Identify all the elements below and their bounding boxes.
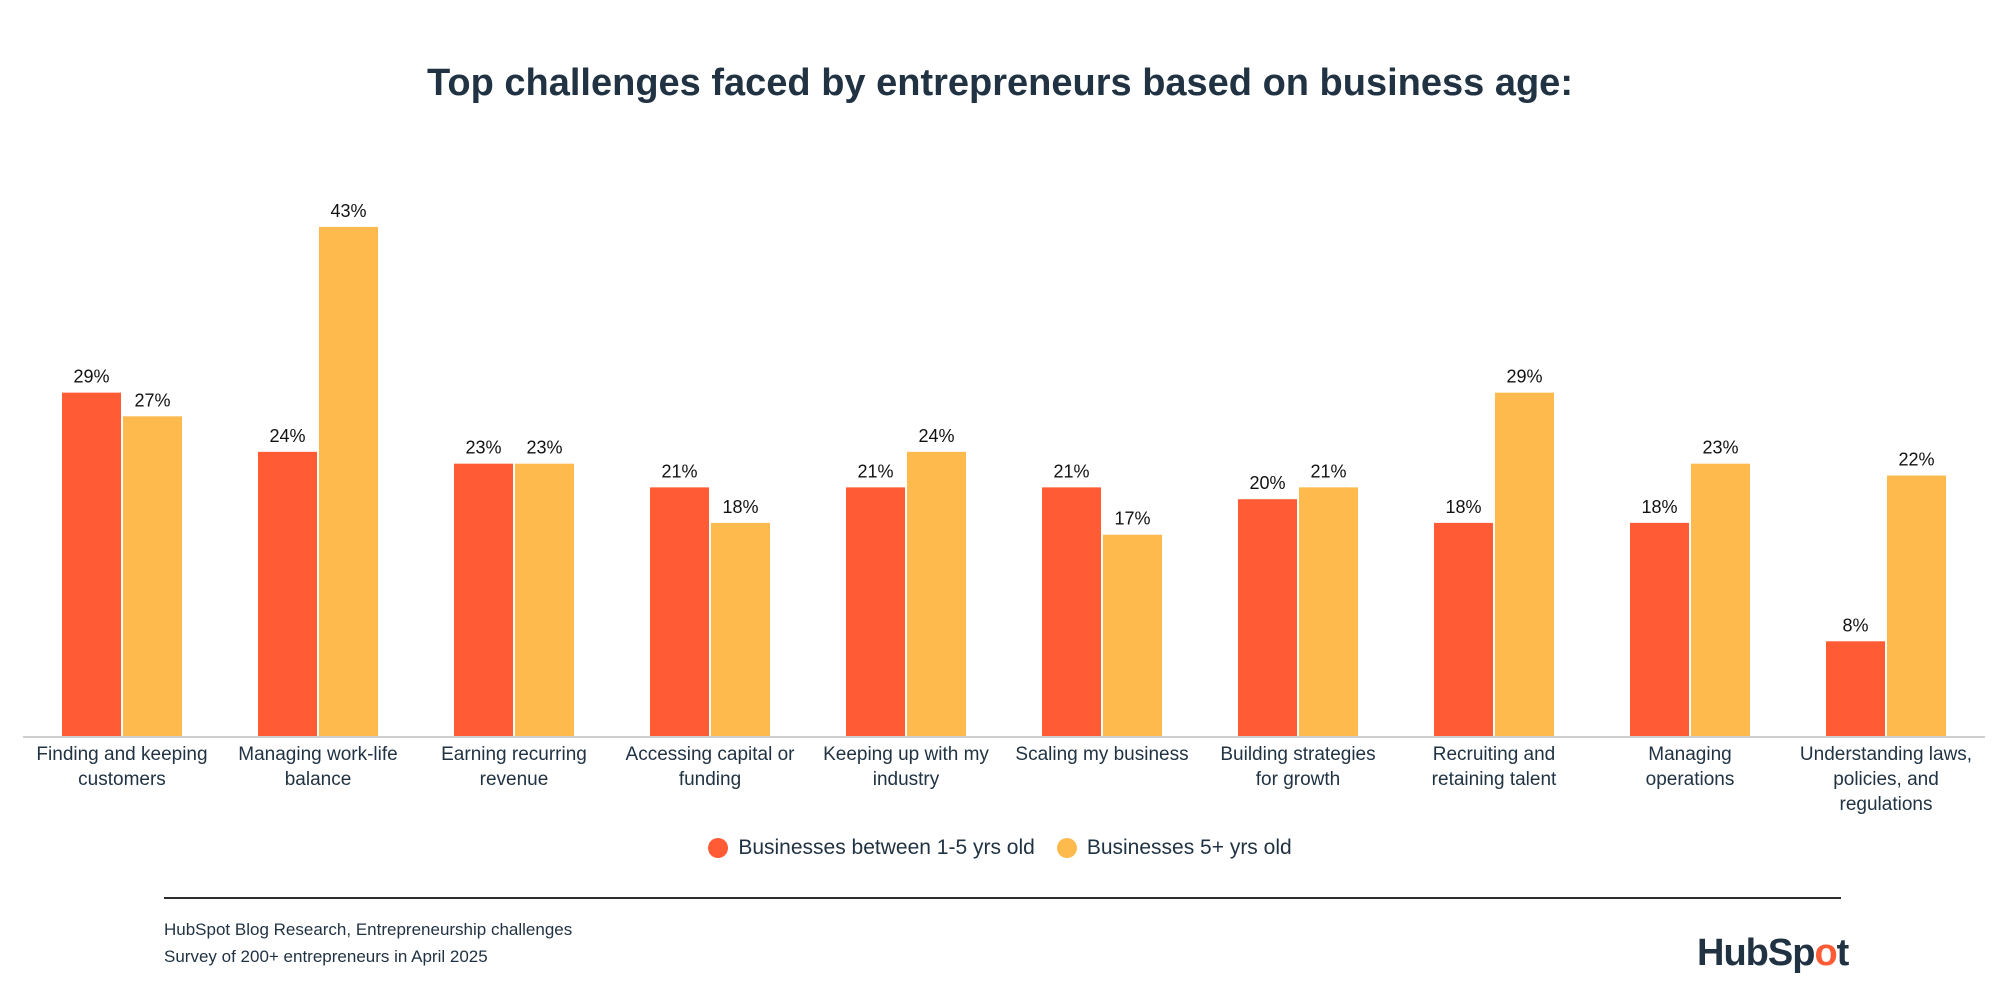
bar [1691, 463, 1750, 736]
source-note: HubSpot Blog Research, Entrepreneurship … [164, 916, 572, 970]
x-tick-label: for growth [1256, 769, 1340, 790]
data-label: 27% [134, 390, 170, 410]
bar [846, 487, 905, 736]
x-tick-label: balance [285, 769, 352, 790]
bar [1299, 487, 1358, 736]
data-label: 24% [269, 426, 305, 446]
bar-chart: 29% 27% Finding and keeping customers 24% 43%… [23, 201, 1985, 815]
x-tick-label: Keeping up with my [823, 744, 989, 765]
bar [1103, 534, 1162, 736]
footer-divider [164, 897, 1841, 899]
bar [1826, 641, 1885, 736]
legend: Businesses between 1-5 yrs old Businesse… [0, 836, 2000, 860]
data-label: 21% [1310, 461, 1346, 481]
bar [454, 463, 513, 736]
bar [1887, 475, 1946, 736]
x-tick-label: regulations [1840, 794, 1933, 815]
legend-dot-icon [708, 838, 729, 858]
bar [515, 463, 574, 736]
x-tick-label: retaining talent [1432, 769, 1557, 790]
x-tick-label: Managing [1648, 744, 1731, 765]
data-label: 18% [722, 497, 758, 517]
chart-title: Top challenges faced by entrepreneurs ba… [427, 62, 1573, 104]
bar [711, 522, 770, 736]
x-tick-label: industry [873, 769, 940, 790]
data-label: 20% [1249, 473, 1285, 493]
x-tick-label: Finding and keeping [36, 744, 207, 765]
x-tick-label: Scaling my business [1015, 744, 1188, 765]
legend-label: Businesses between 1-5 yrs old [738, 836, 1035, 859]
hubspot-logo: HubSpot [1697, 932, 1849, 974]
data-label: 18% [1445, 497, 1481, 517]
source-line-2: Survey of 200+ entrepreneurs in April 20… [164, 947, 488, 966]
bar [1630, 522, 1689, 736]
x-tick-label: policies, and [1833, 769, 1939, 790]
bar [1042, 487, 1101, 736]
x-tick-label: Earning recurring [441, 744, 587, 765]
legend-label: Businesses 5+ yrs old [1086, 836, 1292, 859]
bar [62, 392, 121, 736]
x-tick-label: Building strategies [1220, 744, 1375, 765]
x-tick-label: Understanding laws, [1800, 744, 1972, 765]
legend-item-1-5-yrs: Businesses between 1-5 yrs old [708, 836, 1035, 860]
x-tick-label: operations [1646, 769, 1735, 790]
legend-item-5-plus-yrs: Businesses 5+ yrs old [1056, 836, 1292, 860]
bar [1495, 392, 1554, 736]
data-label: 22% [1898, 450, 1934, 470]
x-tick-label: revenue [480, 769, 549, 790]
source-line-1: HubSpot Blog Research, Entrepreneurship … [164, 920, 573, 939]
bar [907, 451, 966, 736]
bar [650, 487, 709, 736]
legend-dot-icon [1056, 838, 1077, 858]
data-label: 21% [857, 461, 893, 481]
x-tick-label: Recruiting and [1433, 744, 1556, 765]
data-label: 29% [73, 367, 109, 387]
bar [123, 416, 182, 736]
x-tick-label: funding [679, 769, 741, 790]
data-label: 23% [1702, 438, 1738, 458]
bar [1238, 499, 1297, 736]
x-tick-label: customers [78, 769, 166, 790]
data-label: 18% [1641, 497, 1677, 517]
data-label: 43% [330, 201, 366, 221]
x-tick-label: Managing work-life [238, 744, 397, 765]
bar [258, 451, 317, 736]
data-label: 29% [1506, 367, 1542, 387]
data-label: 21% [1053, 461, 1089, 481]
data-label: 8% [1842, 615, 1868, 635]
data-label: 21% [661, 461, 697, 481]
x-tick-label: Accessing capital or [626, 744, 796, 765]
bar [319, 226, 378, 736]
bar [1434, 522, 1493, 736]
data-label: 23% [526, 438, 562, 458]
data-label: 24% [918, 426, 954, 446]
data-label: 23% [465, 438, 501, 458]
data-label: 17% [1114, 509, 1150, 529]
